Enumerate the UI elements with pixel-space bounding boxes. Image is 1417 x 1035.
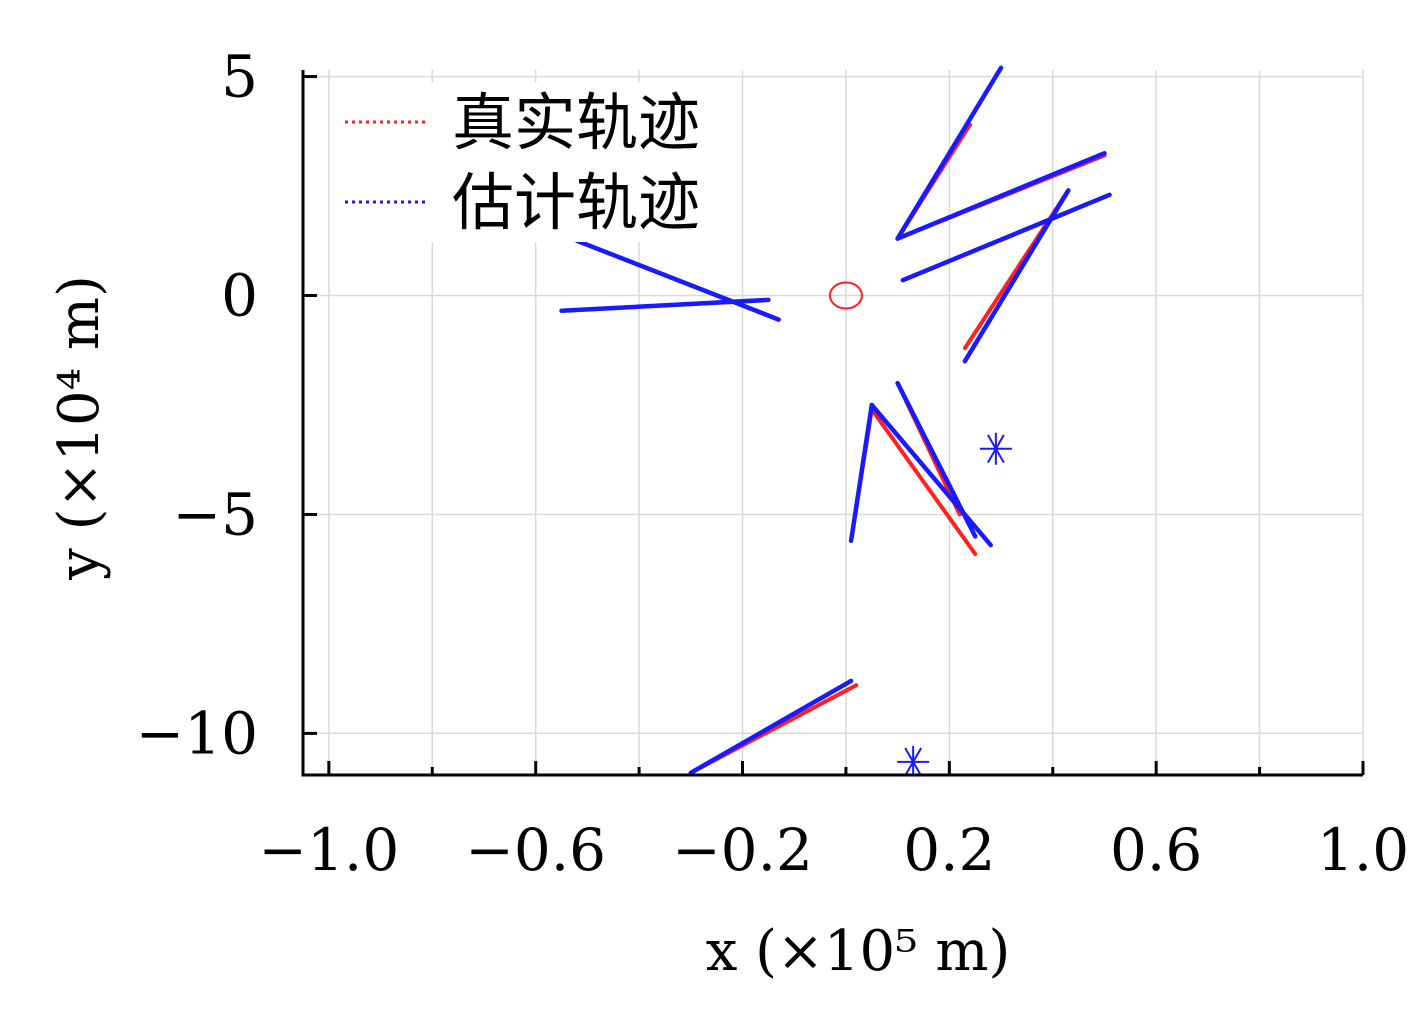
trajectory-line — [848, 402, 875, 543]
x-tick-label: 0.2 — [903, 816, 995, 884]
y-axis-label: y (×10⁴ m) — [47, 275, 112, 581]
trajectory-line — [574, 238, 781, 322]
x-tick-label: −0.2 — [672, 816, 813, 884]
axis-layer: −1.0 −0.6 −0.2 0.2 0.6 1.0 5 0 −5 −10 — [136, 43, 1410, 884]
x-tick-label: −1.0 — [258, 816, 399, 884]
legend-label: 估计轨迹 — [452, 166, 700, 239]
trajectory-line — [900, 192, 1112, 283]
trajectory-line — [895, 380, 978, 539]
observer-marker — [828, 281, 863, 310]
y-tick-label: 0 — [221, 262, 258, 330]
data-layer — [559, 65, 1112, 775]
y-tick-label: −10 — [136, 699, 258, 767]
legend-label: 真实轨迹 — [452, 86, 700, 159]
grid-layer — [303, 70, 1364, 775]
x-tick-label: 0.6 — [1110, 816, 1202, 884]
trajectory-line — [895, 150, 1107, 241]
trajectory-line — [962, 188, 1071, 364]
series-estimate — [559, 65, 1112, 775]
x-tick-label: −0.6 — [465, 816, 606, 884]
trajectory-line — [869, 407, 978, 556]
trajectory-line — [688, 678, 854, 775]
trajectory-line — [559, 297, 771, 314]
asterisk-marker — [897, 745, 930, 775]
y-tick-label: 5 — [221, 43, 258, 111]
x-tick-label: 1.0 — [1317, 816, 1409, 884]
asterisk-marker — [979, 432, 1012, 465]
trajectory-line — [895, 65, 1004, 241]
trajectory-line — [869, 402, 993, 548]
x-axis-label: x (×10⁵ m) — [706, 919, 1011, 984]
y-tick-label: −5 — [173, 480, 259, 548]
legend-background — [330, 82, 725, 242]
